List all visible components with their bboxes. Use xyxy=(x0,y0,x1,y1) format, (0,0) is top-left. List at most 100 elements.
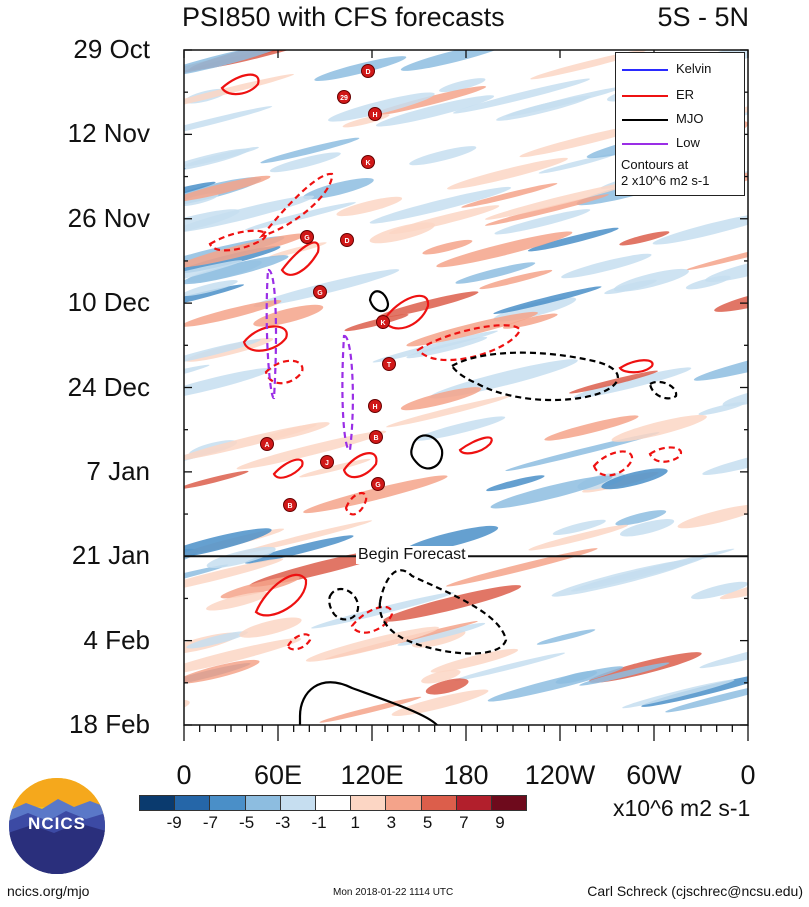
region-label: 5S - 5N xyxy=(657,2,749,32)
anomaly-streak xyxy=(184,558,284,594)
anomaly-streak xyxy=(184,339,261,365)
y-tick-label: 24 Dec xyxy=(67,371,150,402)
contour-line xyxy=(264,359,304,385)
colorbar-label: 7 xyxy=(459,813,469,832)
colorbar-label: 3 xyxy=(386,813,397,832)
y-tick-label: 29 Oct xyxy=(73,34,150,64)
storm-marker: D xyxy=(340,233,354,247)
anomaly-streak xyxy=(299,458,371,478)
anomaly-streak xyxy=(455,262,536,284)
storm-symbol xyxy=(382,357,396,371)
anomaly-streak xyxy=(220,576,300,599)
storm-symbol xyxy=(361,64,375,78)
anomaly-streak xyxy=(184,528,285,555)
storm-marker: T xyxy=(382,357,396,371)
storm-label: B xyxy=(373,435,378,442)
anomaly-streak xyxy=(528,524,628,551)
storm-symbol xyxy=(300,230,314,244)
storm-symbol xyxy=(361,155,375,169)
anomaly-streak xyxy=(189,440,238,456)
anomaly-streak xyxy=(699,637,748,669)
contour-line xyxy=(298,681,439,725)
storm-symbol xyxy=(371,477,385,491)
footer-url[interactable]: ncics.org/mjo xyxy=(7,883,90,899)
y-tick-label: 26 Nov xyxy=(67,202,150,233)
anomaly-streak xyxy=(552,519,606,536)
anomaly-streak xyxy=(383,585,522,622)
anomaly-streak xyxy=(429,359,578,399)
anomaly-streak xyxy=(184,50,283,78)
anomaly-streak xyxy=(494,209,591,235)
anomaly-streak xyxy=(702,447,748,476)
y-tick-label: 10 Dec xyxy=(67,287,150,318)
colorbar-swatch xyxy=(420,795,457,811)
anomaly-streak xyxy=(184,193,219,207)
anomaly-streak xyxy=(184,300,282,327)
contour-line xyxy=(220,73,260,96)
storm-label: H xyxy=(372,404,377,411)
anomaly-streak xyxy=(397,622,486,646)
anomaly-streak xyxy=(486,475,545,492)
colorbar-label: 9 xyxy=(495,813,505,832)
anomaly-streak xyxy=(378,291,479,318)
anomaly-streak xyxy=(253,304,324,327)
contour-line xyxy=(344,491,368,516)
anomaly-streak xyxy=(184,233,306,268)
legend-swatch-kelvin xyxy=(622,69,668,71)
colorbar-label: 1 xyxy=(350,813,360,832)
legend-label-low: Low xyxy=(676,135,700,150)
storm-symbol xyxy=(313,285,327,299)
anomaly-streak xyxy=(446,548,598,587)
anomaly-streak xyxy=(452,78,590,114)
x-tick-label: 0 xyxy=(176,760,192,790)
contour-line xyxy=(368,290,390,313)
colorbar xyxy=(139,795,528,811)
x-tick-label: 0 xyxy=(740,760,756,790)
anomaly-streak xyxy=(619,231,670,246)
contour-line xyxy=(618,359,654,374)
anomaly-streak xyxy=(189,50,328,71)
storm-label: A xyxy=(264,442,269,449)
anomaly-streak xyxy=(685,275,731,290)
storm-marker: 29 xyxy=(337,90,351,104)
colorbar-label: -7 xyxy=(202,813,218,832)
colorbar-swatch xyxy=(314,795,352,811)
anomaly-streak xyxy=(184,236,285,276)
anomaly-streak xyxy=(425,678,469,695)
anomaly-streak xyxy=(582,471,659,493)
y-tick-label: 7 Jan xyxy=(86,455,150,486)
anomaly-streak xyxy=(479,269,553,290)
anomaly-streak xyxy=(184,50,295,74)
anomaly-streak xyxy=(406,311,538,347)
anomaly-streak xyxy=(325,620,478,660)
anomaly-streak xyxy=(414,416,506,441)
anomaly-streak xyxy=(719,579,748,600)
storm-marker: H xyxy=(368,107,382,121)
contour-line xyxy=(265,268,278,400)
anomaly-streak xyxy=(206,546,276,569)
storm-symbol xyxy=(369,430,383,444)
anomaly-streak xyxy=(186,631,249,649)
anomaly-streak xyxy=(184,177,262,208)
x-tick-label: 60W xyxy=(626,760,682,790)
anomaly-streak xyxy=(685,239,748,271)
chart-title: PSI850 with CFS forecasts xyxy=(182,2,505,32)
contour-line xyxy=(242,325,288,352)
anomaly-streak xyxy=(580,548,735,588)
anomaly-streak xyxy=(505,432,660,472)
storm-label: G xyxy=(375,482,381,489)
legend-swatch-low xyxy=(622,143,668,145)
anomaly-streak xyxy=(336,196,403,217)
anomaly-streak xyxy=(342,114,390,128)
storm-marker: K xyxy=(361,155,375,169)
storm-symbol xyxy=(320,455,334,469)
anomaly-streak xyxy=(184,663,251,688)
anomaly-streak xyxy=(184,209,240,238)
anomaly-streak xyxy=(409,146,477,166)
anomaly-streak xyxy=(406,336,488,359)
storm-symbol xyxy=(376,315,390,329)
x-tick-label: 120W xyxy=(524,760,596,790)
anomaly-streak xyxy=(305,626,439,662)
legend-note-line2: 2 x10^6 m2 s-1 xyxy=(621,173,710,188)
x-tick-label: 120E xyxy=(340,760,404,790)
